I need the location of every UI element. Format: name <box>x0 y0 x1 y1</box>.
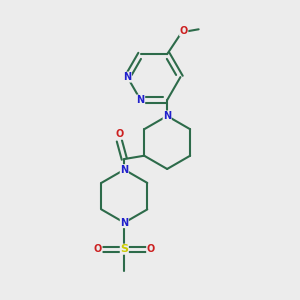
Text: O: O <box>115 129 124 139</box>
Text: O: O <box>94 244 102 254</box>
Text: N: N <box>120 165 128 175</box>
Text: N: N <box>120 218 128 228</box>
Text: S: S <box>120 244 128 254</box>
Text: O: O <box>147 244 155 254</box>
Text: O: O <box>180 26 188 36</box>
Text: N: N <box>123 72 131 82</box>
Text: N: N <box>163 111 171 121</box>
Text: N: N <box>136 95 145 105</box>
